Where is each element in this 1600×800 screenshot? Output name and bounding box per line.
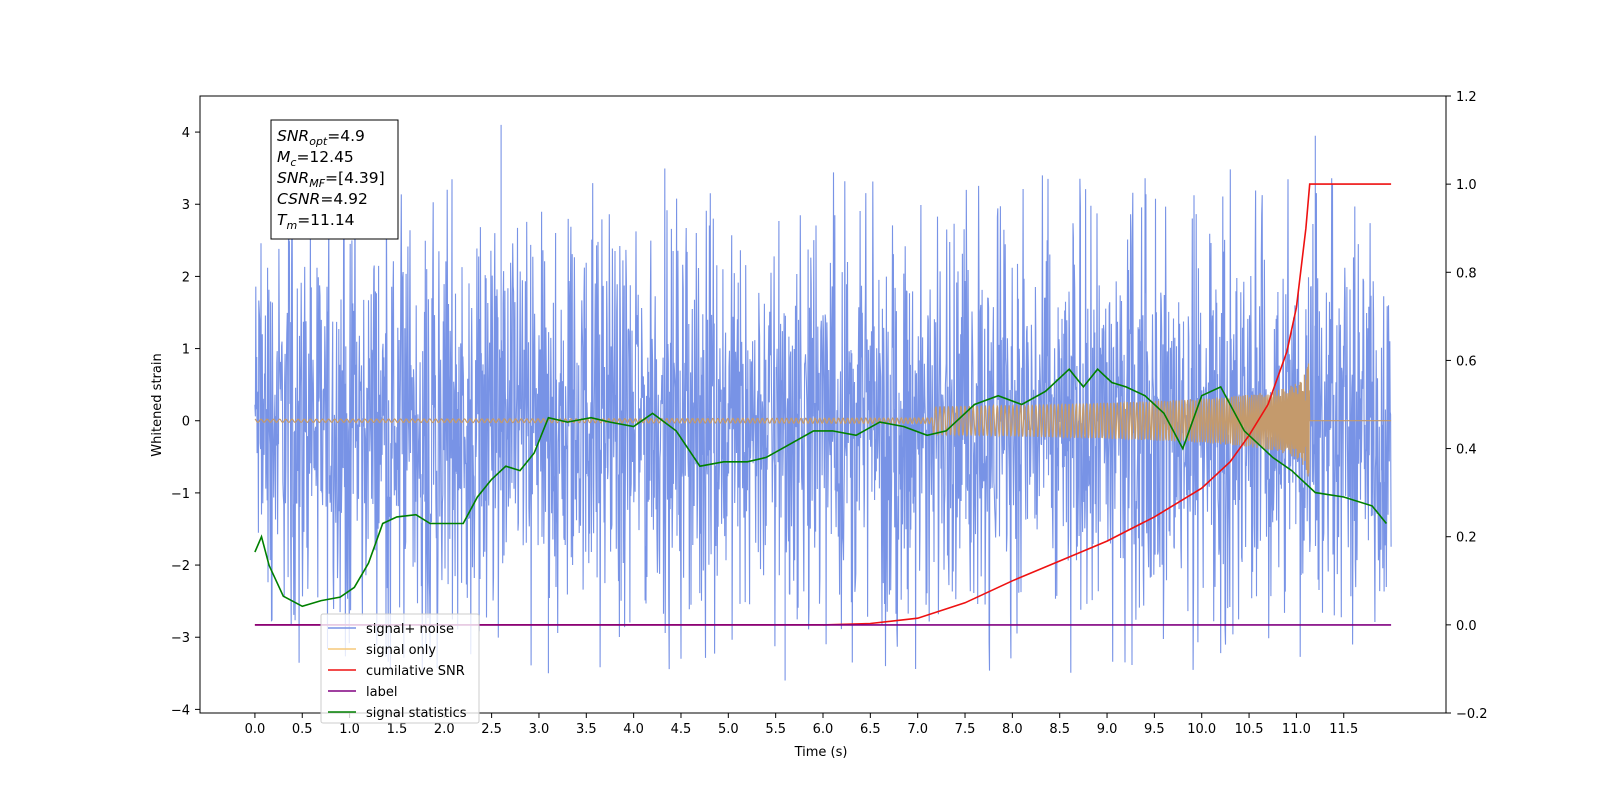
info-value: =[4.39] [325,169,385,187]
info-subscript: opt [309,135,328,148]
info-subscript: MF [309,177,325,190]
y-tick-label: 4 [182,126,190,141]
x-tick-label: 0.5 [292,722,313,737]
x-tick-label: 5.5 [765,722,786,737]
x-tick-label: 11.0 [1282,722,1311,737]
cumulative-snr-line [822,183,1392,626]
y-tick-label: 0 [182,415,190,430]
y-axis-right: 1.2 1.0 0.8 0.6 0.4 0.2 0.0 −0.2 [1446,90,1488,722]
x-tick-label: 1.0 [339,722,360,737]
info-symbol: T [277,211,288,229]
x-tick-label: 6.0 [813,722,834,737]
y-tick-label: −4 [171,703,190,718]
y-tick-label: −2 [171,559,190,574]
x-tick-label: 5.0 [718,722,739,737]
info-line: Mc=12.45 [277,148,354,169]
y-tick-label: 1 [182,343,190,358]
x-tick-label: 9.0 [1097,722,1118,737]
info-value: =4.92 [320,190,368,208]
legend-label: cumilative SNR [366,664,465,679]
y-tick-label: 2 [182,270,190,285]
legend: signal+ noise signal only cumilative SNR la… [320,613,480,724]
x-tick-label: 4.0 [623,722,644,737]
x-tick-label: 11.5 [1329,722,1358,737]
info-value: =12.45 [296,148,353,166]
info-symbol: SNR [277,127,309,145]
y2-tick-label: −0.2 [1456,707,1488,722]
x-tick-label: 8.0 [1002,722,1023,737]
info-symbol: CSNR [277,190,320,208]
info-line: CSNR=4.92 [277,190,368,208]
info-value: =4.9 [327,127,365,145]
y-axis-left: 4 3 2 1 0 −1 −2 −3 −4 [171,126,200,718]
y2-tick-label: 0.4 [1456,443,1477,458]
x-tick-label: 2.0 [434,722,455,737]
x-tick-label: 3.5 [576,722,597,737]
x-axis-label: Time (s) [794,745,848,760]
y2-tick-label: 0.8 [1456,266,1477,281]
x-tick-label: 10.5 [1235,722,1264,737]
legend-frame [320,613,480,724]
info-subscript: m [286,219,297,232]
legend-label: label [366,685,397,700]
y2-tick-label: 0.6 [1456,354,1477,369]
x-tick-label: 3.0 [529,722,550,737]
legend-label: signal only [366,643,436,658]
info-symbol: SNR [277,169,309,187]
y-tick-label: −1 [171,487,190,502]
x-tick-label: 6.5 [860,722,881,737]
y-axis-label: Whitened strain [150,353,165,456]
signal-statistics-series [254,368,1388,608]
x-tick-label: 9.5 [1144,722,1165,737]
x-tick-label: 1.5 [387,722,408,737]
signal-only-line [254,363,1392,477]
x-axis: 0.0 0.5 1.0 1.5 2.0 2.5 3.0 3.5 4.0 4.5 5.0 5.5 6.0 6… [245,713,1358,737]
info-line: Tm=11.14 [277,211,355,232]
signal-statistics-line [254,368,1388,608]
y2-tick-label: 0.2 [1456,531,1477,546]
legend-label: signal statistics [366,706,467,721]
signal-noise-line [254,124,1392,681]
info-value: =11.14 [297,211,354,229]
y-tick-label: 3 [182,198,190,213]
legend-label: signal+ noise [366,622,454,637]
info-line: SNRopt=4.9 [277,127,365,148]
y-tick-label: −3 [171,631,190,646]
info-box: SNRopt=4.9Mc=12.45SNRMF=[4.39]CSNR=4.92T… [270,119,399,240]
y2-tick-label: 1.0 [1456,178,1477,193]
info-box-lines: SNRopt=4.9Mc=12.45SNRMF=[4.39]CSNR=4.92T… [277,127,385,232]
y2-tick-label: 0.0 [1456,619,1477,634]
y2-tick-label: 1.2 [1456,90,1477,105]
signal-noise-series [254,124,1392,681]
x-tick-label: 8.5 [1049,722,1070,737]
legend-entries: signal+ noise signal only cumilative SNR la… [328,622,467,721]
signal-only-series [254,363,1392,477]
x-tick-label: 4.5 [671,722,692,737]
x-tick-label: 10.0 [1187,722,1216,737]
info-line: SNRMF=[4.39] [277,169,385,190]
x-tick-label: 2.5 [481,722,502,737]
x-tick-label: 7.0 [907,722,928,737]
x-tick-label: 7.5 [955,722,976,737]
x-tick-label: 0.0 [245,722,266,737]
info-symbol: M [277,148,290,166]
info-box-frame [270,119,399,240]
info-subscript: c [290,156,296,169]
